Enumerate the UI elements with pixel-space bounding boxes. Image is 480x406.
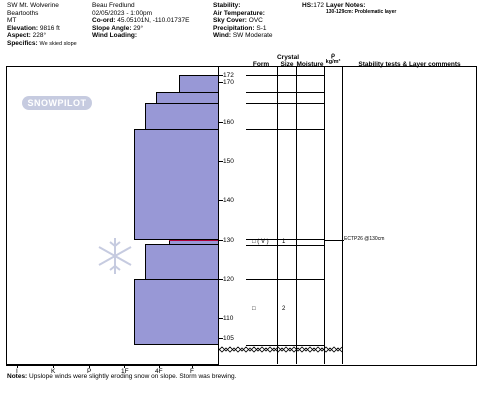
rho-units-header: kg/m³ [325,59,341,65]
depth-label-160: 160 [223,119,234,126]
tick-120 [219,279,223,280]
size-header: Size [280,61,294,68]
sky-row: Sky Cover: OVC [213,17,263,25]
hardness-label-i: I [16,368,18,375]
col-divider-size [296,66,297,364]
form-header: Form [252,61,270,68]
hardness-tick-f [192,364,193,368]
range-text: Beartooths [7,9,39,17]
header-observation-block: Beau Fredlund 02/05/2023 - 1:00pm Co-ord… [92,2,189,40]
snowflake-icon [98,238,132,274]
snowpilot-watermark: SNOWPILOT [22,96,92,110]
rho-header: ρ [330,52,336,59]
tick-105 [219,338,223,339]
stability-tests-header: Stability tests & Layer comments [358,61,461,68]
specifics-row: Specifics: We skied slope [7,39,77,47]
depth-label-105: 105 [223,335,234,342]
aspect-row: Aspect: 228° [7,32,47,40]
stability-leader-line [324,240,344,241]
hardness-label-k: K [51,368,56,375]
depth-label-140: 140 [223,197,234,204]
layer-boundary-172 [246,75,324,76]
col-divider-rho [342,66,343,364]
tick-170 [219,82,223,83]
state-text: MT [7,17,17,25]
observer-text: Beau Fredlund [92,2,135,9]
hardness-profile [6,66,219,364]
layer-boundary-104 [246,345,324,346]
col-divider-form [277,66,278,364]
hardness-label-p: P [87,368,92,375]
observation-grid: □ ( V ) 1 □ 2 ECTP26 @130cm [246,66,477,366]
crystal-size-weak: 1 [282,239,286,245]
depth-label-130: 130 [223,237,234,244]
tick-140 [219,200,223,201]
stability-test-result: ECTP26 @130cm [344,236,385,242]
crystal-size-lower: 2 [282,306,286,312]
depth-label-150: 150 [223,158,234,165]
tick-110 [219,318,223,319]
crystal-header: Crystal [276,54,300,61]
notes-row: Notes: Upslope winds were slightly erodi… [7,373,237,380]
elevation-row: Elevation: 9816 ft [7,24,60,32]
moisture-header: Moisture [296,61,324,68]
layer-boundary-120 [246,279,324,280]
layer-boundary-129 [246,245,324,246]
tick-160 [219,122,223,123]
weak-layer-line [169,240,219,241]
depth-label-172: 172 [223,72,234,79]
slope-row: Slope Angle: 29° [92,24,144,32]
depth-axis: 172 170 160 150 140 130 120 110 105 [218,66,246,366]
hardness-label-f: F [190,368,194,375]
header-location-block: SW Mt. Wolverine Beartooths MT Elevation… [7,2,77,48]
layer-notes-label: Layer Notes: [326,2,366,9]
hardness-tick-4f [159,364,160,368]
hardness-label-1f: 1F [121,368,129,375]
tick-130 [219,240,223,241]
hardness-tick-1f [124,364,125,368]
layer-note-text: 130-129cm: Problematic layer [326,8,397,15]
location-text: SW Mt. Wolverine [7,2,59,9]
profile-frame [6,66,477,366]
crystal-form-lower: □ [252,306,256,312]
hardness-tick-k [53,364,54,368]
hardness-axis-line [6,364,218,365]
depth-label-110: 110 [223,315,234,322]
hs-row: HS:172 [302,2,325,9]
hardness-tick-p [89,364,90,368]
crystal-form-weak: □ ( V ) [252,239,269,245]
depth-label-120: 120 [223,276,234,283]
coord-row: Co-ord: 45.05101N, -110.01737E [92,17,190,25]
layer-120-104 [134,279,219,345]
col-divider-moisture [324,66,325,364]
layer-129-120 [145,244,219,280]
wind-loading-row: Wind Loading: [92,32,138,40]
layer-notes-block: Layer Notes: 130-129cm: Problematic laye… [326,2,396,17]
air-temp-row: Air Temperature: [213,9,265,17]
tick-172 [219,75,223,76]
layer-172-167 [179,75,219,93]
depth-label-170: 170 [223,79,234,86]
layer-boundary-167 [246,92,324,93]
layer-boundary-158 [246,129,324,130]
layer-boundary-130 [246,239,324,240]
layer-164-158 [145,103,219,130]
stability-row: Stability: [213,2,241,9]
layer-158-130 [134,129,219,240]
wind-row: Wind: SW Moderate [213,32,273,40]
datetime-text: 02/05/2023 - 1:00pm [92,9,152,17]
ground-zigzag [218,346,342,353]
precip-row: Precipitation: S-1 [213,24,267,32]
tick-150 [219,161,223,162]
header-conditions-block: Stability: Air Temperature: Sky Cover: O… [213,2,273,40]
layer-boundary-164 [246,103,324,104]
hardness-label-4f: 4F [155,368,163,375]
hardness-tick-i [17,364,18,368]
